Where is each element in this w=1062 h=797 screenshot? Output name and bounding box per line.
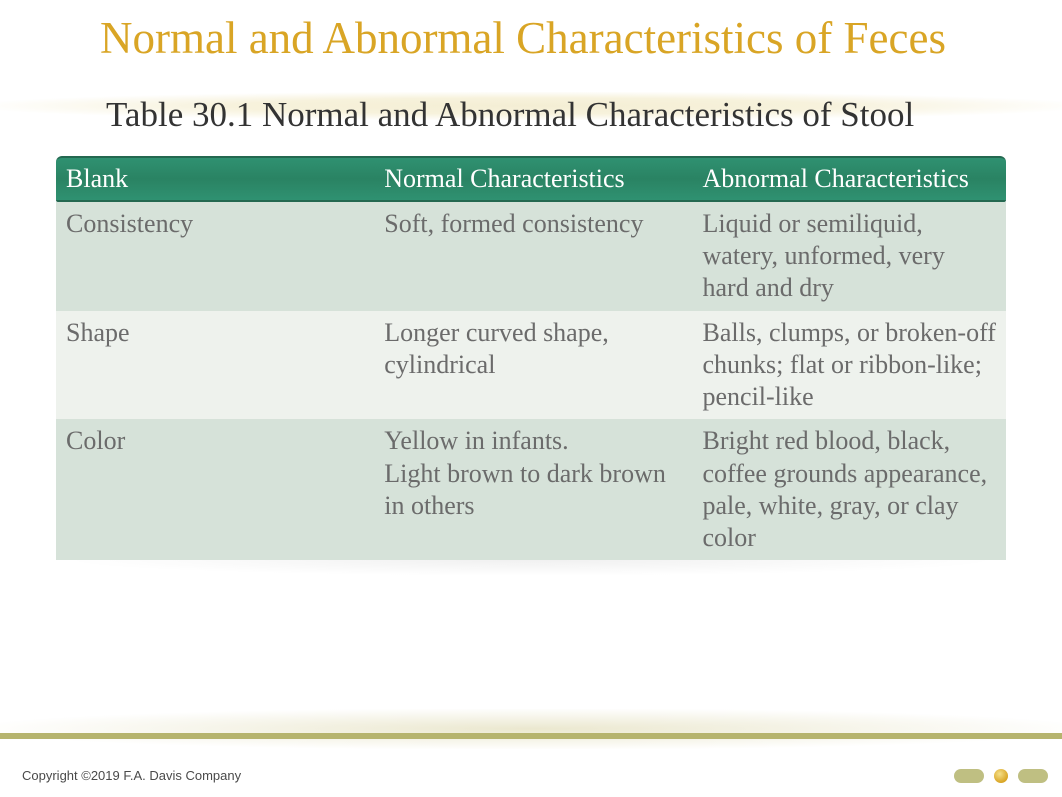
nav-dot-icon[interactable] (994, 769, 1008, 783)
table-row: Color Yellow in infants.Light brown to d… (56, 419, 1006, 560)
table-row: Shape Longer curved shape, cylindrical B… (56, 311, 1006, 420)
decorative-bottom-stripe (0, 733, 1062, 739)
cell-abnormal: Liquid or semiliquid, watery, unformed, … (693, 202, 1007, 311)
cell-abnormal: Balls, clumps, or broken-off chunks; fla… (693, 311, 1007, 420)
cell-normal: Longer curved shape, cylindrical (374, 311, 692, 420)
cell-normal: Soft, formed consistency (374, 202, 692, 311)
copyright-text: Copyright ©2019 F.A. Davis Company (22, 768, 241, 783)
cell-label: Consistency (56, 202, 374, 311)
cell-abnormal: Bright red blood, black, coffee grounds … (693, 419, 1007, 560)
col-header-normal: Normal Characteristics (374, 156, 692, 202)
col-header-abnormal: Abnormal Characteristics (693, 156, 1007, 202)
table-wrapper: Blank Normal Characteristics Abnormal Ch… (56, 156, 1006, 560)
prev-button[interactable] (954, 769, 984, 783)
table-drop-shadow (56, 560, 1006, 576)
table-row: Consistency Soft, formed consistency Liq… (56, 202, 1006, 311)
col-header-blank: Blank (56, 156, 374, 202)
slide-container: Normal and Abnormal Characteristics of F… (0, 0, 1062, 797)
nav-controls (954, 769, 1048, 783)
cell-normal: Yellow in infants.Light brown to dark br… (374, 419, 692, 560)
next-button[interactable] (1018, 769, 1048, 783)
cell-label: Shape (56, 311, 374, 420)
characteristics-table: Blank Normal Characteristics Abnormal Ch… (56, 156, 1006, 560)
decorative-bottom-band (0, 709, 1062, 749)
page-title: Normal and Abnormal Characteristics of F… (0, 0, 1062, 69)
table-header-row: Blank Normal Characteristics Abnormal Ch… (56, 156, 1006, 202)
cell-label: Color (56, 419, 374, 560)
table-caption: Table 30.1 Normal and Abnormal Character… (0, 69, 960, 138)
